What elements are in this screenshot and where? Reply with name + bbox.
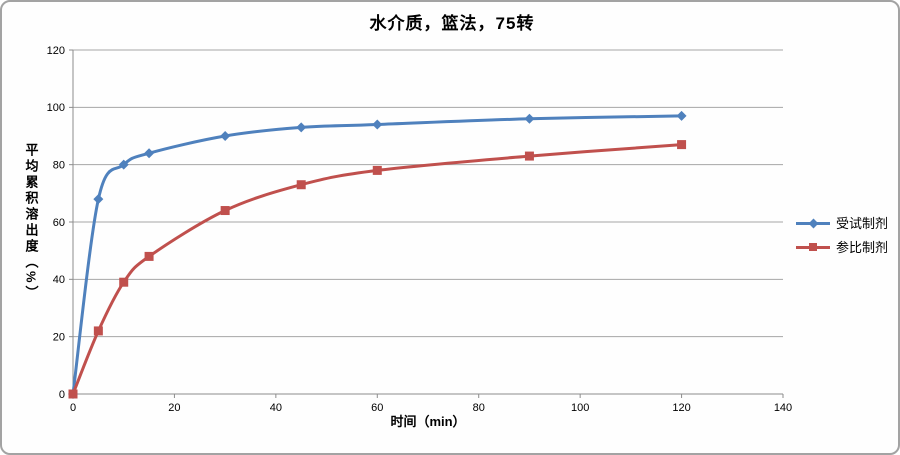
x-tick-label: 120 <box>672 402 690 414</box>
y-tick-label: 120 <box>47 45 65 57</box>
x-tick-label: 60 <box>371 402 383 414</box>
data-point-diamond <box>93 194 104 205</box>
y-tick-label: 0 <box>59 389 65 401</box>
x-tick-label: 80 <box>473 402 485 414</box>
x-tick-label: 20 <box>168 402 180 414</box>
data-point-square <box>372 165 382 175</box>
x-axis-title: 时间（min） <box>390 414 466 429</box>
x-tick-label: 0 <box>70 402 76 414</box>
series-line-0 <box>71 114 684 396</box>
y-tick-label: 100 <box>47 102 65 114</box>
y-tick-label: 20 <box>53 332 65 344</box>
legend-entry-reference-formulation: 参比制剂 <box>796 237 888 256</box>
data-point-square <box>677 140 687 150</box>
chart-title: 水介质，篮法，75转 <box>369 14 535 33</box>
data-point-diamond <box>220 131 231 141</box>
data-point-square <box>220 206 230 216</box>
y-axis-title-text: 平均累积溶出度（%） <box>23 142 39 302</box>
series-line-1 <box>71 143 684 396</box>
legend: 受试制剂 参比制剂 <box>796 213 888 256</box>
data-point-square <box>296 180 306 190</box>
data-point-diamond <box>524 113 535 124</box>
y-tick-label: 60 <box>53 217 65 229</box>
x-tick-label: 140 <box>774 402 792 414</box>
x-tick-label: 100 <box>571 402 589 414</box>
y-axis-title: 平均累积溶出度（%） <box>18 50 44 394</box>
x-tick-label: 40 <box>270 402 282 414</box>
y-tick-label: 80 <box>53 160 65 172</box>
y-tick-label: 40 <box>53 274 65 286</box>
legend-label-reference-formulation: 参比制剂 <box>836 240 889 255</box>
data-point-diamond <box>296 122 307 133</box>
data-point-square <box>524 151 534 161</box>
data-point-square <box>119 277 129 287</box>
data-point-square <box>144 251 154 261</box>
legend-entry-test-formulation: 受试制剂 <box>796 213 888 232</box>
diamond-marker-icon <box>808 218 819 228</box>
data-point-square <box>93 326 103 336</box>
data-point-diamond <box>118 159 129 170</box>
data-point-square <box>68 389 78 399</box>
square-marker-icon <box>809 242 817 251</box>
data-point-diamond <box>372 119 383 130</box>
data-point-diamond <box>144 148 155 159</box>
legend-label-test-formulation: 受试制剂 <box>836 216 889 231</box>
data-point-diamond <box>676 110 687 121</box>
legend-square-marker-icon <box>796 241 830 253</box>
legend-diamond-marker-icon <box>796 217 830 229</box>
